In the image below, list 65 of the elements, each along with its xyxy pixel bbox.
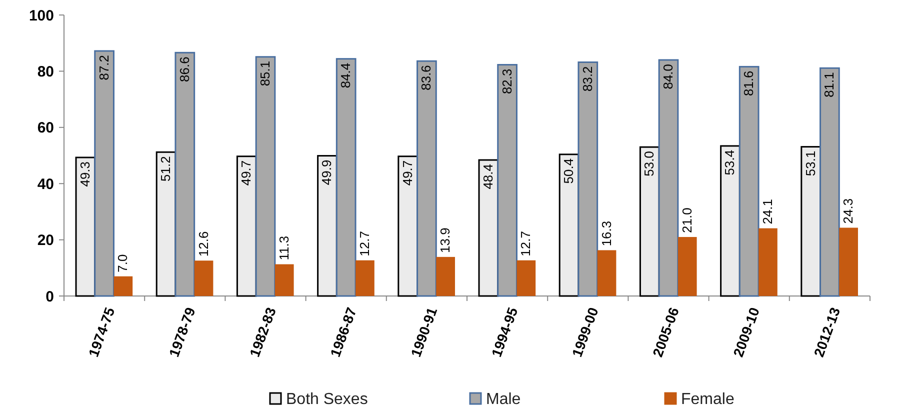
data-label: 53.4 <box>722 150 738 176</box>
bar <box>416 60 437 297</box>
data-label: 24.3 <box>840 198 856 224</box>
bar <box>758 228 778 296</box>
legend-label: Both Sexes <box>286 391 368 408</box>
data-label: 81.1 <box>822 72 837 98</box>
data-label: 12.6 <box>196 231 211 257</box>
data-label: 11.3 <box>276 236 292 260</box>
bar <box>658 59 679 297</box>
legend-label: Male <box>486 391 521 408</box>
data-label: 49.7 <box>400 160 415 186</box>
bar <box>255 56 276 297</box>
data-label: 13.9 <box>438 228 453 253</box>
data-label: 85.1 <box>258 60 272 86</box>
bar <box>578 61 598 297</box>
bar <box>94 50 114 297</box>
data-label: 82.3 <box>499 68 514 94</box>
bar <box>800 146 822 297</box>
bar <box>236 156 257 297</box>
data-label: 87.2 <box>96 54 112 80</box>
data-label: 12.7 <box>518 231 534 256</box>
bar <box>274 264 294 296</box>
data-label: 12.7 <box>356 231 372 256</box>
y-tick-label: 40 <box>37 176 54 193</box>
bar <box>398 156 418 297</box>
data-label: 49.7 <box>238 160 254 186</box>
bar <box>516 260 536 296</box>
data-label: 49.3 <box>77 161 92 187</box>
data-label: 51.2 <box>158 156 174 182</box>
bar <box>678 236 697 296</box>
data-label: 24.1 <box>760 198 775 224</box>
bar <box>839 228 858 296</box>
bar <box>820 67 840 297</box>
data-label: 50.4 <box>561 158 576 184</box>
bar <box>336 58 356 297</box>
data-label: 48.4 <box>480 164 496 190</box>
bar <box>738 66 760 297</box>
data-label: 16.3 <box>598 220 614 246</box>
bar <box>114 276 133 296</box>
bar <box>436 256 455 296</box>
bar <box>194 260 214 296</box>
data-label: 84.4 <box>338 62 354 88</box>
y-tick-label: 80 <box>37 63 54 80</box>
data-label: 21.0 <box>679 208 694 233</box>
y-tick-label: 20 <box>37 232 54 250</box>
bar <box>356 260 374 296</box>
data-label: 81.6 <box>741 70 756 96</box>
bar <box>174 52 196 297</box>
bar <box>317 155 338 297</box>
y-tick-label: 60 <box>37 120 54 137</box>
y-tick-label: 100 <box>28 7 54 24</box>
bar <box>497 64 518 297</box>
bar <box>639 146 660 297</box>
bar <box>597 250 616 296</box>
bar <box>720 145 740 297</box>
data-label: 53.0 <box>642 151 657 176</box>
data-label: 53.1 <box>802 150 818 176</box>
data-label: 83.6 <box>418 65 434 90</box>
data-label: 86.6 <box>176 56 192 82</box>
data-label: 49.9 <box>319 160 334 186</box>
y-tick-label: 0 <box>46 288 54 306</box>
data-label: 83.2 <box>580 66 595 92</box>
legend-label: Female <box>681 391 734 408</box>
data-label: 7.0 <box>115 254 130 272</box>
data-label: 84.0 <box>660 64 676 90</box>
